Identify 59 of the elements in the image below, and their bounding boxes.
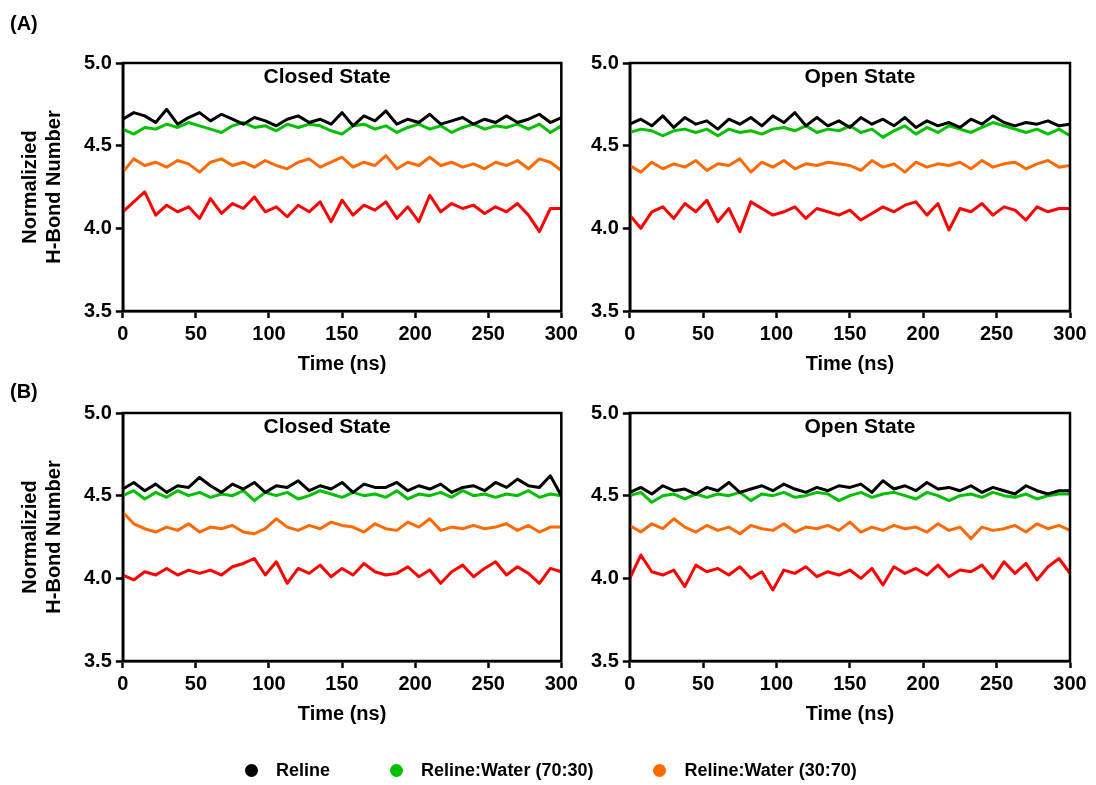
x-tick-label: 0 bbox=[624, 671, 636, 694]
x-tick-label: 250 bbox=[979, 321, 1014, 344]
x-tick-label: 300 bbox=[544, 671, 578, 694]
x-tick-label: 200 bbox=[906, 321, 940, 344]
y-tick-label: 3.5 bbox=[83, 648, 112, 671]
x-tick-label: 100 bbox=[252, 321, 286, 344]
x-tick-label: 150 bbox=[325, 321, 359, 344]
x-tick-label: 0 bbox=[117, 321, 129, 344]
y-tick-label: 4.0 bbox=[590, 215, 619, 238]
x-tick-label: 300 bbox=[544, 321, 578, 344]
y-tick-label: 5.0 bbox=[590, 400, 619, 423]
x-tick-label: 100 bbox=[759, 321, 794, 344]
x-tick-label: 100 bbox=[759, 671, 794, 694]
legend-label: Reline:Water (30:70) bbox=[684, 760, 857, 781]
x-tick-label: 200 bbox=[398, 671, 432, 694]
y-tick-label: 5.0 bbox=[83, 50, 112, 73]
chart-title: Closed State bbox=[263, 414, 391, 438]
x-tick-label: 150 bbox=[325, 671, 359, 694]
y-tick-label: 4.5 bbox=[83, 133, 112, 156]
y-tick-label: 3.5 bbox=[590, 298, 619, 321]
y-tick-label: 4.5 bbox=[590, 133, 619, 156]
x-axis-title: Time (ns) bbox=[805, 701, 895, 724]
x-tick-label: 100 bbox=[252, 671, 286, 694]
x-tick-label: 0 bbox=[117, 671, 129, 694]
y-tick-label: 4.0 bbox=[83, 565, 112, 588]
x-tick-label: 300 bbox=[1053, 671, 1087, 694]
y-tick-label: 4.5 bbox=[590, 483, 619, 506]
x-tick-label: 250 bbox=[471, 321, 505, 344]
text: (B) bbox=[10, 380, 38, 403]
x-tick-label: 50 bbox=[692, 671, 715, 694]
legend-label: Reline bbox=[276, 760, 331, 781]
y-tick-label: 5.0 bbox=[83, 400, 112, 423]
x-tick-label: 150 bbox=[833, 671, 867, 694]
x-axis-title: Time (ns) bbox=[805, 351, 895, 374]
x-tick-label: 200 bbox=[398, 321, 432, 344]
y-axis-title: Normalizied H-Bond Number bbox=[17, 460, 64, 614]
text: (A) bbox=[10, 12, 38, 35]
y-tick-label: 3.5 bbox=[83, 298, 112, 321]
chart-title: Closed State bbox=[263, 64, 391, 88]
x-tick-label: 50 bbox=[184, 321, 208, 344]
y-tick-label: 3.5 bbox=[590, 648, 619, 671]
x-tick-label: 0 bbox=[624, 321, 636, 344]
x-tick-label: 250 bbox=[471, 671, 505, 694]
x-tick-label: 250 bbox=[979, 671, 1014, 694]
x-tick-label: 50 bbox=[692, 321, 715, 344]
x-tick-label: 200 bbox=[906, 671, 940, 694]
legend-label: Reline:Water (70:30) bbox=[421, 760, 594, 781]
x-tick-label: 150 bbox=[833, 321, 867, 344]
chart-title: Open State bbox=[804, 64, 916, 88]
y-tick-label: 4.5 bbox=[83, 483, 112, 506]
y-tick-label: 5.0 bbox=[590, 50, 619, 73]
x-tick-label: 50 bbox=[184, 671, 208, 694]
x-axis-title: Time (ns) bbox=[297, 351, 387, 374]
chart-title: Open State bbox=[804, 414, 916, 438]
x-tick-label: 300 bbox=[1053, 321, 1087, 344]
y-tick-label: 4.0 bbox=[83, 215, 112, 238]
x-axis-title: Time (ns) bbox=[297, 701, 387, 724]
y-axis-title: Normalizied H-Bond Number bbox=[17, 110, 64, 264]
y-tick-label: 4.0 bbox=[590, 565, 619, 588]
